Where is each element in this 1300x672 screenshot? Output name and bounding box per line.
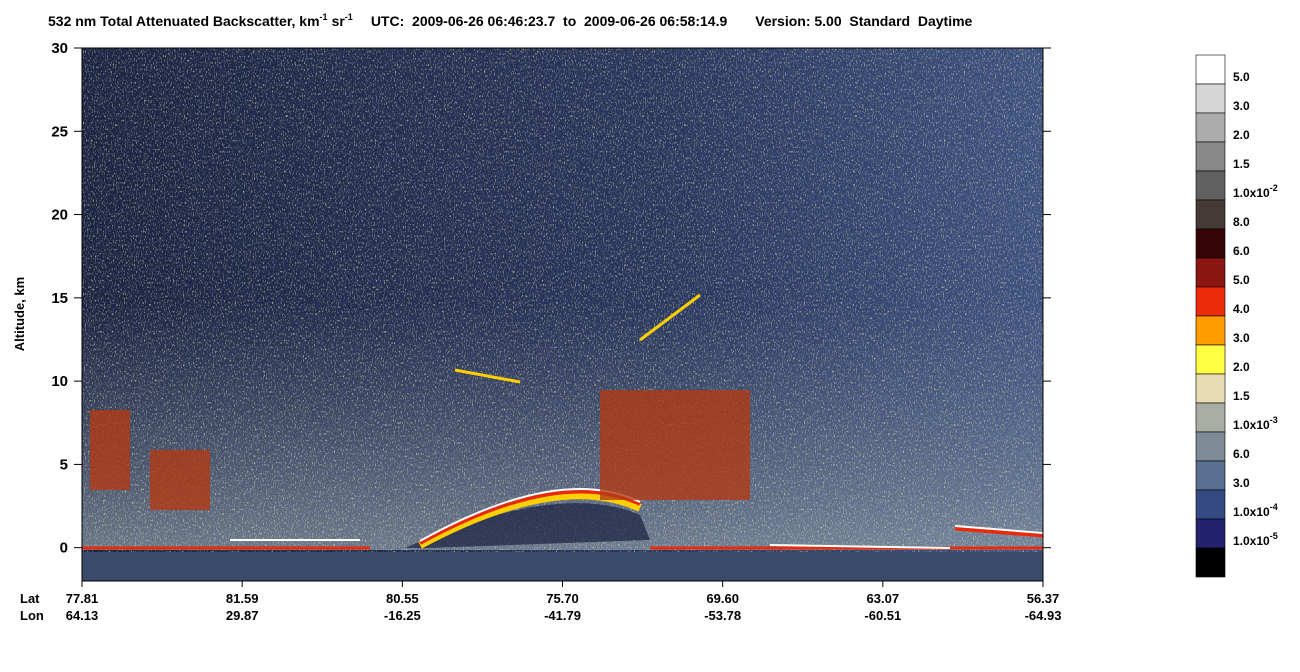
- x-tick-label: 80.55: [386, 591, 419, 606]
- colorbar-label-text: 3.0: [1233, 99, 1250, 113]
- x-row-name: Lat: [20, 591, 40, 606]
- colorbar-label: 6.0: [1233, 447, 1250, 461]
- colorbar-swatch: [1195, 54, 1226, 85]
- y-tick-label: 0: [60, 540, 68, 557]
- y-tick-label: 30: [51, 40, 68, 57]
- colorbar-swatch: [1195, 431, 1226, 462]
- colorbar-label-text: 3.0: [1233, 331, 1250, 345]
- colorbar-label-text: 1.0x10: [1233, 418, 1270, 432]
- y-tick-label: 25: [51, 123, 68, 140]
- colorbar-label-text: 1.0x10: [1233, 534, 1270, 548]
- x-tick-label: -16.25: [384, 608, 421, 623]
- colorbar-label-text: 6.0: [1233, 447, 1250, 461]
- x-tick-label: 29.87: [226, 608, 259, 623]
- plot-image: [82, 48, 1043, 581]
- x-tick-label: -53.78: [704, 608, 741, 623]
- colorbar-swatch: [1195, 344, 1226, 375]
- title-part: sr: [332, 13, 346, 29]
- x-tick-label: -41.79: [544, 608, 581, 623]
- x-tick-label: 69.60: [706, 591, 739, 606]
- colorbar-label-text: 5.0: [1233, 70, 1250, 84]
- x-tick-label: -60.51: [864, 608, 901, 623]
- colorbar-label: 2.0: [1233, 360, 1250, 374]
- colorbar-swatch: [1195, 460, 1226, 491]
- colorbar-label-text: 2.0: [1233, 360, 1250, 374]
- y-tick-label: 10: [51, 373, 68, 390]
- colorbar-label: 6.0: [1233, 244, 1250, 258]
- colorbar-swatch: [1195, 228, 1226, 259]
- colorbar-swatch: [1195, 141, 1226, 172]
- chart-title: 532 nm Total Attenuated Backscatter, km-…: [48, 12, 973, 29]
- x-tick-label: -64.93: [1025, 608, 1062, 623]
- colorbar-label: 1.0x10-5: [1233, 531, 1278, 548]
- colorbar-swatch: [1195, 373, 1226, 404]
- colorbar-label: 4.0: [1233, 302, 1250, 316]
- colorbar-label-text: 8.0: [1233, 215, 1250, 229]
- colorbar-swatch: [1195, 315, 1226, 346]
- colorbar-label: 3.0: [1233, 331, 1250, 345]
- colorbar-swatch: [1195, 547, 1226, 578]
- colorbar-label: 3.0: [1233, 476, 1250, 490]
- colorbar-label-exp: -2: [1270, 183, 1278, 193]
- colorbar-label: 3.0: [1233, 99, 1250, 113]
- x-row-name: Lon: [20, 608, 44, 623]
- colorbar-label-text: 3.0: [1233, 476, 1250, 490]
- colorbar-label-exp: -5: [1270, 531, 1278, 541]
- colorbar-label-text: 1.0x10: [1233, 505, 1270, 519]
- x-tick-label: 75.70: [546, 591, 579, 606]
- y-axis-label: Altitude, km: [12, 277, 27, 351]
- colorbar-swatch: [1195, 489, 1226, 520]
- colorbar-label-text: 5.0: [1233, 273, 1250, 287]
- colorbar-label: 1.0x10-2: [1233, 183, 1278, 200]
- colorbar-swatch: [1195, 170, 1226, 201]
- x-tick-label: 77.81: [66, 591, 99, 606]
- colorbar-label-exp: -3: [1270, 415, 1278, 425]
- colorbar-label: 1.0x10-3: [1233, 415, 1278, 432]
- title-part: 532 nm Total Attenuated Backscatter, km: [48, 13, 320, 29]
- colorbar-label: 5.0: [1233, 70, 1250, 84]
- y-tick-label: 20: [51, 207, 68, 224]
- colorbar-label: 2.0: [1233, 128, 1250, 142]
- title-superscript: -1: [320, 12, 328, 22]
- colorbar-label: 5.0: [1233, 273, 1250, 287]
- colorbar-label: 1.5: [1233, 389, 1250, 403]
- colorbar-label-text: 1.0x10: [1233, 186, 1270, 200]
- colorbar-label-text: 6.0: [1233, 244, 1250, 258]
- colorbar-swatch: [1195, 257, 1226, 288]
- colorbar-label: 1.0x10-4: [1233, 502, 1278, 519]
- x-tick-label: 81.59: [226, 591, 259, 606]
- colorbar-swatch: [1195, 286, 1226, 317]
- x-tick-label: 63.07: [867, 591, 900, 606]
- title-superscript: -1: [345, 12, 353, 22]
- y-tick-label: 15: [51, 290, 68, 307]
- x-tick-label: 56.37: [1027, 591, 1060, 606]
- colorbar-swatch: [1195, 83, 1226, 114]
- x-tick-label: 64.13: [66, 608, 99, 623]
- colorbar-swatch: [1195, 199, 1226, 230]
- colorbar-label-text: 4.0: [1233, 302, 1250, 316]
- colorbar-swatch: [1195, 402, 1226, 433]
- y-tick-label: 5: [60, 456, 68, 473]
- colorbar-label: 1.5: [1233, 157, 1250, 171]
- title-part: Version: 5.00 Standard Daytime: [755, 13, 972, 29]
- colorbar-label-text: 1.5: [1233, 389, 1250, 403]
- colorbar-swatch: [1195, 112, 1226, 143]
- colorbar-label-exp: -4: [1270, 502, 1278, 512]
- colorbar-label-text: 1.5: [1233, 157, 1250, 171]
- colorbar-label-text: 2.0: [1233, 128, 1250, 142]
- colorbar-label: 8.0: [1233, 215, 1250, 229]
- colorbar-swatch: [1195, 518, 1226, 549]
- title-part: UTC: 2009-06-26 06:46:23.7 to 2009-06-26…: [371, 13, 728, 29]
